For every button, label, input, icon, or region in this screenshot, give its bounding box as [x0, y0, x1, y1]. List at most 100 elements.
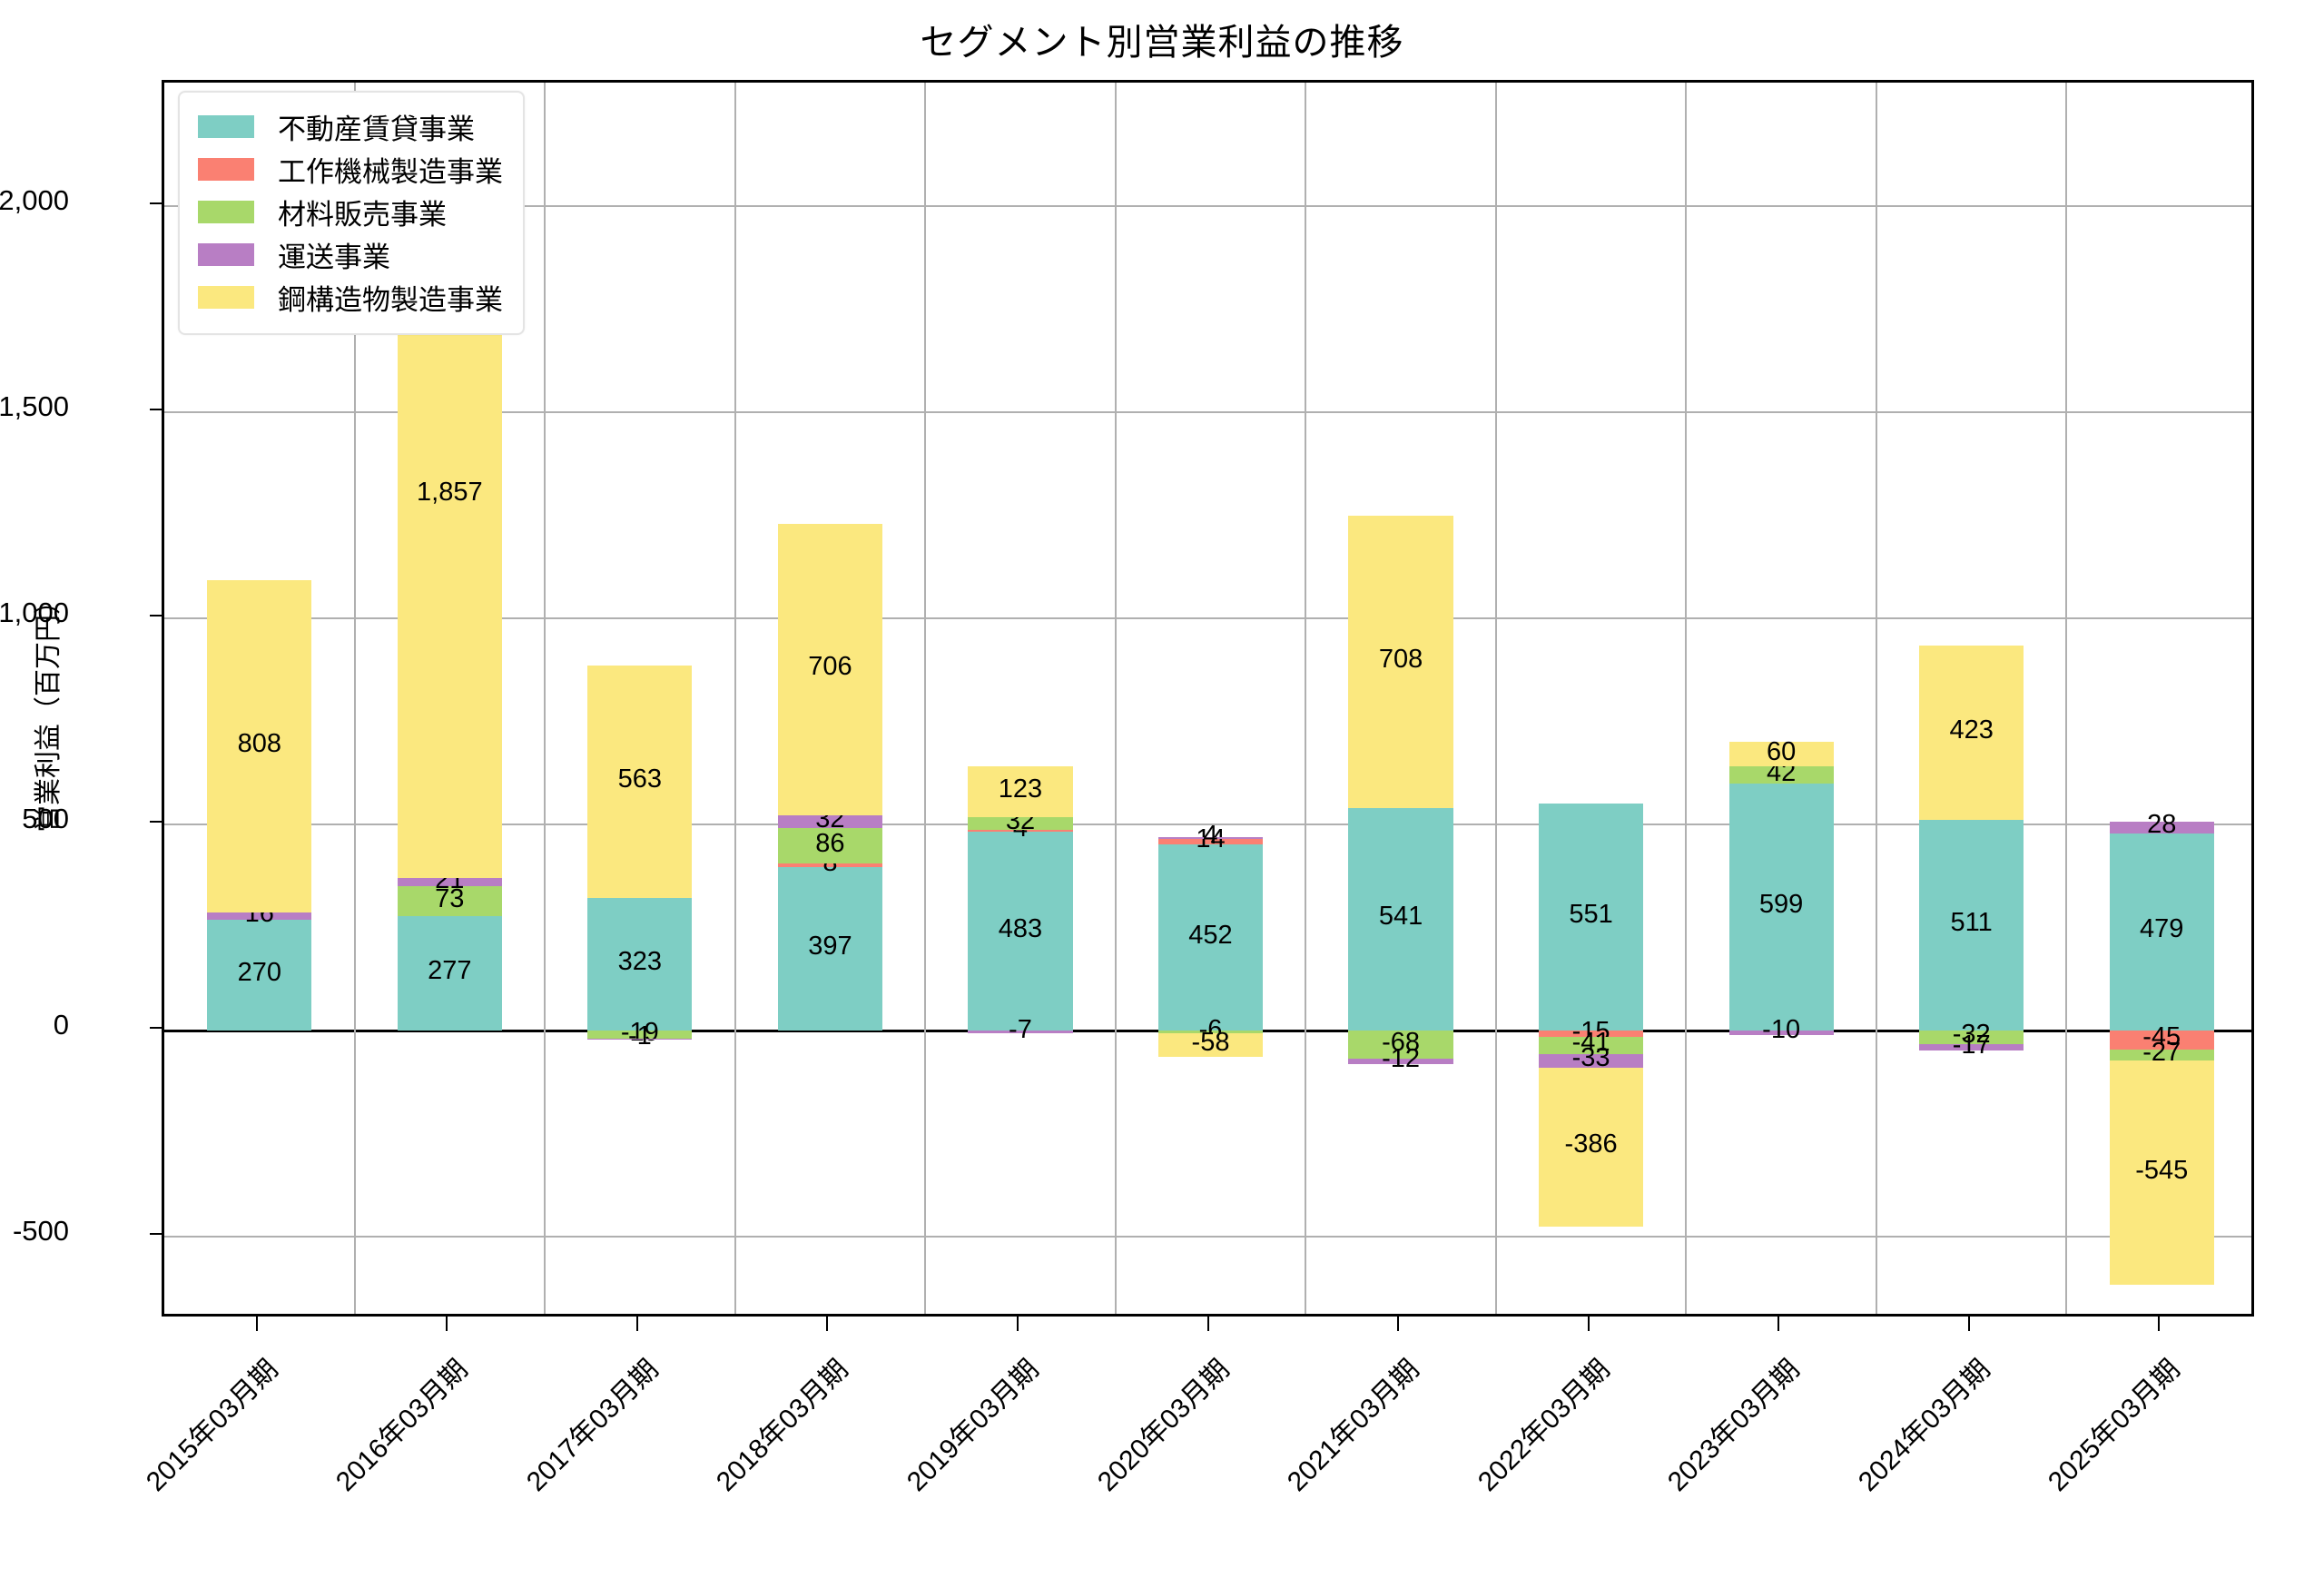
legend-item[interactable]: 工作機械製造事業: [198, 148, 503, 191]
bar-segment[interactable]: [777, 863, 883, 867]
bar-segment[interactable]: [2109, 833, 2214, 1031]
bar-segment[interactable]: [397, 886, 502, 917]
bar-segment[interactable]: [1157, 1032, 1264, 1058]
x-tick-mark: [2158, 1317, 2161, 1331]
bar-segment[interactable]: [1348, 807, 1453, 1031]
bar-segment[interactable]: [1728, 741, 1834, 767]
bar-group[interactable]: 511 -32 -17 423: [1919, 83, 2024, 1314]
legend-swatch-icon: [198, 243, 254, 266]
bar-segment[interactable]: [587, 1038, 693, 1040]
bar-segment[interactable]: [777, 524, 883, 815]
y-tick-label: 0: [53, 1009, 69, 1041]
bar-segment[interactable]: [968, 831, 1073, 1031]
bar-segment[interactable]: [968, 765, 1073, 817]
gridline-vertical: [924, 83, 927, 1314]
bar-group[interactable]: 39788632706: [777, 83, 883, 1314]
legend-item-label: 不動産賃貸事業: [278, 113, 475, 145]
bar-segment[interactable]: [1157, 838, 1264, 844]
bar-segment[interactable]: [1919, 1031, 2024, 1044]
legend: 不動産賃貸事業 工作機械製造事業材料販売事業 運送事業鋼構造物製造事業: [178, 91, 525, 335]
gridline-vertical: [2065, 83, 2068, 1314]
bar-segment[interactable]: [1728, 766, 1834, 784]
bar-segment[interactable]: [1157, 843, 1264, 1031]
legend-swatch-icon: [198, 286, 254, 309]
legend-swatch-icon: [198, 201, 254, 223]
bar-segment[interactable]: [1919, 820, 2024, 1031]
y-tick-label: 2,000: [0, 184, 69, 217]
bar-group[interactable]: 323 -19 -1 563: [587, 83, 693, 1314]
bar-segment[interactable]: [777, 866, 883, 1031]
legend-item[interactable]: 鋼構造物製造事業: [198, 276, 503, 319]
gridline-vertical: [544, 83, 547, 1314]
bar-segment[interactable]: [2109, 1031, 2214, 1050]
x-tick-mark: [446, 1317, 448, 1331]
gridline-horizontal: [164, 1236, 2251, 1238]
bar-segment[interactable]: [1538, 804, 1644, 1031]
legend-item[interactable]: 運送事業: [198, 233, 503, 276]
bar-segment[interactable]: [587, 897, 693, 1031]
x-tick-mark: [1016, 1317, 1019, 1331]
y-tick-mark: [150, 202, 162, 205]
x-tick-mark: [1397, 1317, 1400, 1331]
bar-segment[interactable]: [777, 828, 883, 864]
bar-group[interactable]: 541 -68 -12 708: [1348, 83, 1453, 1314]
y-tick-mark: [150, 1233, 162, 1236]
chart-title: セグメント別営業利益の推移: [920, 23, 1404, 63]
bar-segment[interactable]: [1538, 1053, 1644, 1068]
legend-item-label: 運送事業: [278, 242, 390, 273]
gridline-vertical: [1685, 83, 1688, 1314]
y-tick-label: 1,000: [0, 597, 69, 629]
bar-segment[interactable]: [397, 877, 502, 887]
bar-segment[interactable]: [1919, 1043, 2024, 1051]
gridline-vertical: [734, 83, 736, 1314]
y-tick-mark: [150, 1027, 162, 1030]
bar-group[interactable]: 551 -15 -41 -33 -386: [1538, 83, 1644, 1314]
bar-group[interactable]: 599 42 -10 60: [1728, 83, 1834, 1314]
bar-group[interactable]: 452 14 -6 4 -58: [1157, 83, 1264, 1314]
chart-page: セグメント別営業利益の推移 営業利益（百万円） -500 0 500 1,000 1,5…: [0, 23, 2254, 1497]
bar-segment[interactable]: [777, 814, 883, 829]
bar-segment[interactable]: [207, 912, 312, 920]
bar-segment[interactable]: [1348, 1059, 1453, 1064]
bar-segment[interactable]: [587, 1031, 693, 1039]
legend-item-label: 鋼構造物製造事業: [278, 284, 503, 316]
bar-segment[interactable]: [2109, 1049, 2214, 1060]
bar-segment[interactable]: [1538, 1067, 1644, 1227]
x-tick-mark: [1967, 1317, 1970, 1331]
bar-group[interactable]: 479 -45 -27 28 -545: [2109, 83, 2214, 1314]
y-tick-mark: [150, 821, 162, 824]
x-tick-mark: [1206, 1317, 1209, 1331]
bar-segment[interactable]: [1919, 646, 2024, 821]
bar-segment[interactable]: [1538, 1031, 1644, 1037]
x-tick-mark: [1777, 1317, 1780, 1331]
bar-segment[interactable]: [1157, 836, 1264, 839]
legend-item-label: 材料販売事業: [278, 199, 447, 231]
bar-segment[interactable]: [1728, 784, 1834, 1031]
gridline-horizontal: [164, 205, 2251, 208]
y-tick-mark: [150, 409, 162, 411]
bar-segment[interactable]: [1348, 1031, 1453, 1060]
bar-segment[interactable]: [1348, 516, 1453, 808]
x-tick-mark: [1587, 1317, 1590, 1331]
y-tick-label: 500: [22, 803, 69, 835]
bar-segment[interactable]: [968, 1031, 1073, 1034]
bar-segment[interactable]: [968, 830, 1073, 832]
legend-item[interactable]: 不動産賃貸事業: [198, 105, 503, 148]
bar-segment[interactable]: [587, 665, 693, 898]
gridline-vertical: [1305, 83, 1307, 1314]
y-tick-label: -500: [12, 1215, 69, 1248]
bar-segment[interactable]: [968, 816, 1073, 831]
bar-segment[interactable]: [207, 579, 312, 913]
bar-segment[interactable]: [1728, 1031, 1834, 1035]
legend-swatch-icon: [198, 158, 254, 181]
bar-segment[interactable]: [1538, 1037, 1644, 1054]
legend-item[interactable]: 材料販売事業: [198, 191, 503, 233]
bar-segment[interactable]: [207, 919, 312, 1031]
bar-segment[interactable]: [397, 916, 502, 1031]
x-tick-mark: [635, 1317, 638, 1331]
bar-segment[interactable]: [1157, 1031, 1264, 1033]
bar-segment[interactable]: [2109, 1060, 2214, 1286]
bar-segment[interactable]: [2109, 822, 2214, 833]
gridline-horizontal: [164, 824, 2251, 826]
